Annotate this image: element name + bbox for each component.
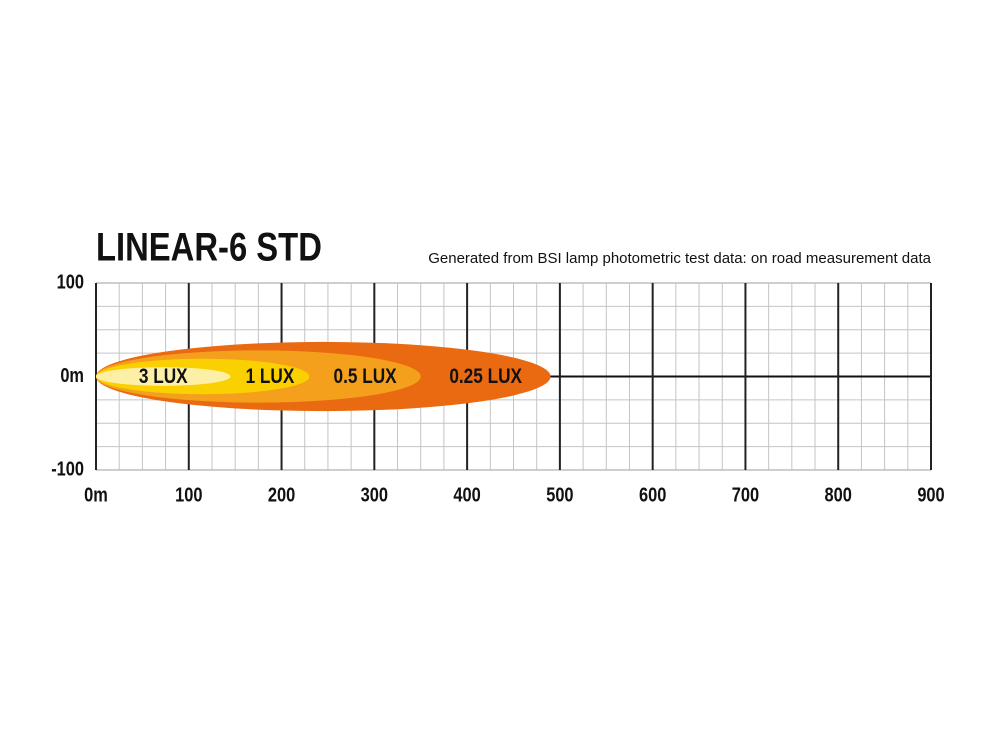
x-tick-label: 200 <box>268 483 295 506</box>
beam-zone <box>96 367 231 386</box>
chart-title: LINEAR-6 STD <box>96 224 322 269</box>
zone-label: 1 LUX <box>246 366 295 389</box>
x-tick-label: 100 <box>175 483 202 506</box>
y-tick-label: -100 <box>51 457 84 480</box>
beam-pattern <box>95 341 551 412</box>
x-tick-label: 900 <box>917 483 944 506</box>
x-tick-label: 300 <box>361 483 388 506</box>
zone-label: 3 LUX <box>139 366 188 389</box>
x-tick-label: 0m <box>84 483 108 506</box>
x-tick-label: 500 <box>546 483 573 506</box>
x-tick-label: 800 <box>825 483 852 506</box>
y-tick-label: 100 <box>57 270 84 293</box>
x-tick-label: 600 <box>639 483 666 506</box>
x-tick-label: 400 <box>453 483 480 506</box>
zone-label: 0.25 LUX <box>449 366 522 389</box>
chart-subtitle: Generated from BSI lamp photometric test… <box>428 250 931 267</box>
zone-label: 0.5 LUX <box>333 366 396 389</box>
y-tick-label: 0m <box>60 363 84 386</box>
x-tick-label: 700 <box>732 483 759 506</box>
